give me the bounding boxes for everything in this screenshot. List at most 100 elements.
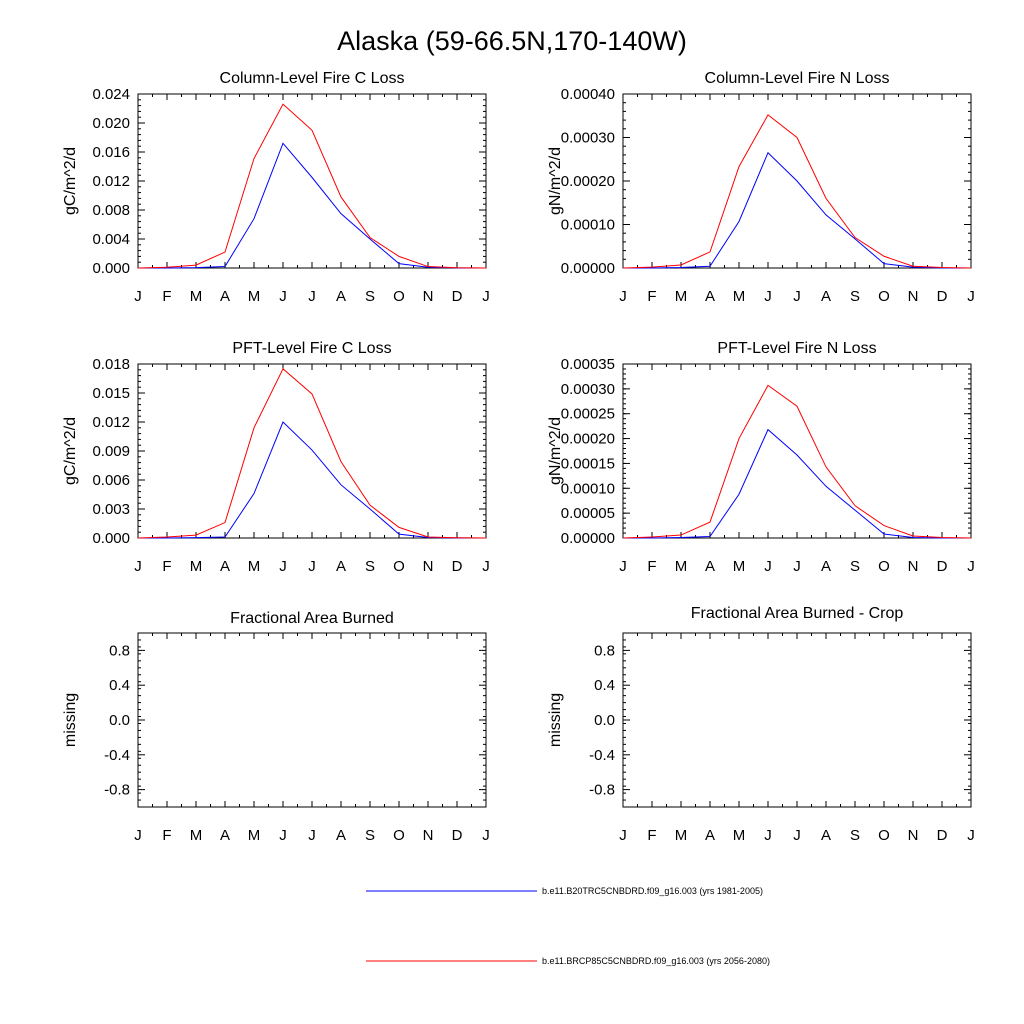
x-tick-label: F (162, 827, 171, 844)
x-tick-label: J (619, 288, 627, 305)
x-tick-label: J (764, 827, 772, 844)
y-tick-label: 0.4 (594, 677, 615, 694)
y-tick-label: 0.8 (594, 642, 615, 659)
plot-frame (137, 363, 487, 539)
y-tick-label: 0.00005 (561, 505, 615, 522)
x-tick-label: A (705, 288, 715, 305)
x-tick-label: J (279, 827, 287, 844)
y-tick-label: 0.00010 (561, 217, 615, 234)
series-line-2 (137, 368, 487, 539)
x-tick-label: J (793, 558, 801, 575)
legend-label: b.e11.BRCP85C5CNBDRD.f09_g16.003 (yrs 20… (542, 956, 770, 966)
y-axis-label: gN/m^2/d (547, 147, 564, 215)
x-tick-label: A (821, 288, 831, 305)
panel-title: PFT-Level Fire C Loss (232, 340, 391, 357)
x-tick-label: J (482, 288, 490, 305)
y-axis-label: gC/m^2/d (62, 417, 79, 485)
y-tick-label: 0.006 (92, 472, 130, 489)
x-tick-label: M (248, 558, 261, 575)
x-tick-label: D (937, 288, 948, 305)
x-tick-label: A (220, 288, 230, 305)
panel-title: Column-Level Fire C Loss (220, 70, 405, 87)
x-tick-label: J (134, 288, 142, 305)
x-tick-label: N (908, 827, 919, 844)
x-tick-label: O (393, 827, 405, 844)
figure-title: Alaska (59-66.5N,170-140W) (337, 26, 687, 56)
y-tick-label: 0.00030 (561, 130, 615, 147)
y-tick-label: 0.0 (109, 712, 130, 729)
series-line-1 (138, 142, 487, 269)
y-tick-label: 0.4 (109, 677, 130, 694)
y-tick-label: 0.00000 (561, 530, 615, 547)
x-tick-label: J (482, 558, 490, 575)
x-tick-label: J (279, 288, 287, 305)
x-tick-label: F (647, 827, 656, 844)
y-tick-label: -0.4 (104, 747, 130, 764)
panel-title: Fractional Area Burned (230, 610, 394, 627)
x-tick-label: A (705, 558, 715, 575)
x-tick-label: A (705, 827, 715, 844)
x-tick-label: N (908, 558, 919, 575)
y-tick-label: 0.024 (92, 86, 130, 103)
x-tick-label: J (967, 558, 975, 575)
x-tick-label: N (908, 288, 919, 305)
x-tick-label: F (162, 558, 171, 575)
y-axis-label: gC/m^2/d (62, 147, 79, 215)
x-tick-label: O (393, 288, 405, 305)
x-tick-label: D (937, 558, 948, 575)
x-tick-label: J (967, 288, 975, 305)
x-tick-label: M (675, 558, 688, 575)
x-tick-label: M (733, 558, 746, 575)
y-tick-label: 0.00015 (561, 455, 615, 472)
x-tick-label: M (733, 288, 746, 305)
y-tick-label: 0.00035 (561, 356, 615, 373)
x-tick-label: F (647, 558, 656, 575)
x-tick-label: J (967, 827, 975, 844)
x-tick-label: O (878, 827, 890, 844)
y-tick-label: 0.00020 (561, 173, 615, 190)
x-tick-label: J (308, 827, 316, 844)
x-tick-label: A (336, 827, 346, 844)
x-tick-label: S (850, 827, 860, 844)
x-tick-label: A (220, 558, 230, 575)
y-tick-label: 0.00040 (561, 86, 615, 103)
y-tick-label: 0.00000 (561, 260, 615, 277)
panel-title: PFT-Level Fire N Loss (717, 340, 876, 357)
x-tick-label: O (878, 288, 890, 305)
legend-entry-1: b.e11.B20TRC5CNBDRD.f09_g16.003 (yrs 198… (366, 886, 763, 896)
x-tick-label: J (308, 288, 316, 305)
y-tick-label: 0.003 (92, 501, 130, 518)
x-tick-label: J (482, 827, 490, 844)
y-axis-label: missing (547, 693, 564, 747)
x-tick-label: D (452, 288, 463, 305)
panel-title: Fractional Area Burned - Crop (691, 605, 904, 622)
x-tick-label: N (423, 288, 434, 305)
x-tick-label: S (850, 558, 860, 575)
x-tick-label: S (365, 827, 375, 844)
x-tick-label: O (393, 558, 405, 575)
x-tick-label: S (365, 288, 375, 305)
x-tick-label: M (675, 288, 688, 305)
series-line-1 (623, 428, 971, 539)
y-tick-label: 0.8 (109, 642, 130, 659)
plot-frame (622, 363, 972, 539)
x-tick-label: J (619, 558, 627, 575)
x-tick-label: A (336, 558, 346, 575)
series-line-1 (138, 421, 487, 539)
x-tick-label: J (619, 827, 627, 844)
y-tick-label: 0.009 (92, 443, 130, 460)
x-tick-label: A (336, 288, 346, 305)
plot-frame (137, 632, 487, 808)
y-tick-label: 0.016 (92, 144, 130, 161)
x-tick-label: J (134, 558, 142, 575)
series-line-2 (137, 103, 487, 269)
y-tick-label: 0.000 (92, 530, 130, 547)
x-tick-label: D (452, 827, 463, 844)
x-tick-label: M (248, 288, 261, 305)
